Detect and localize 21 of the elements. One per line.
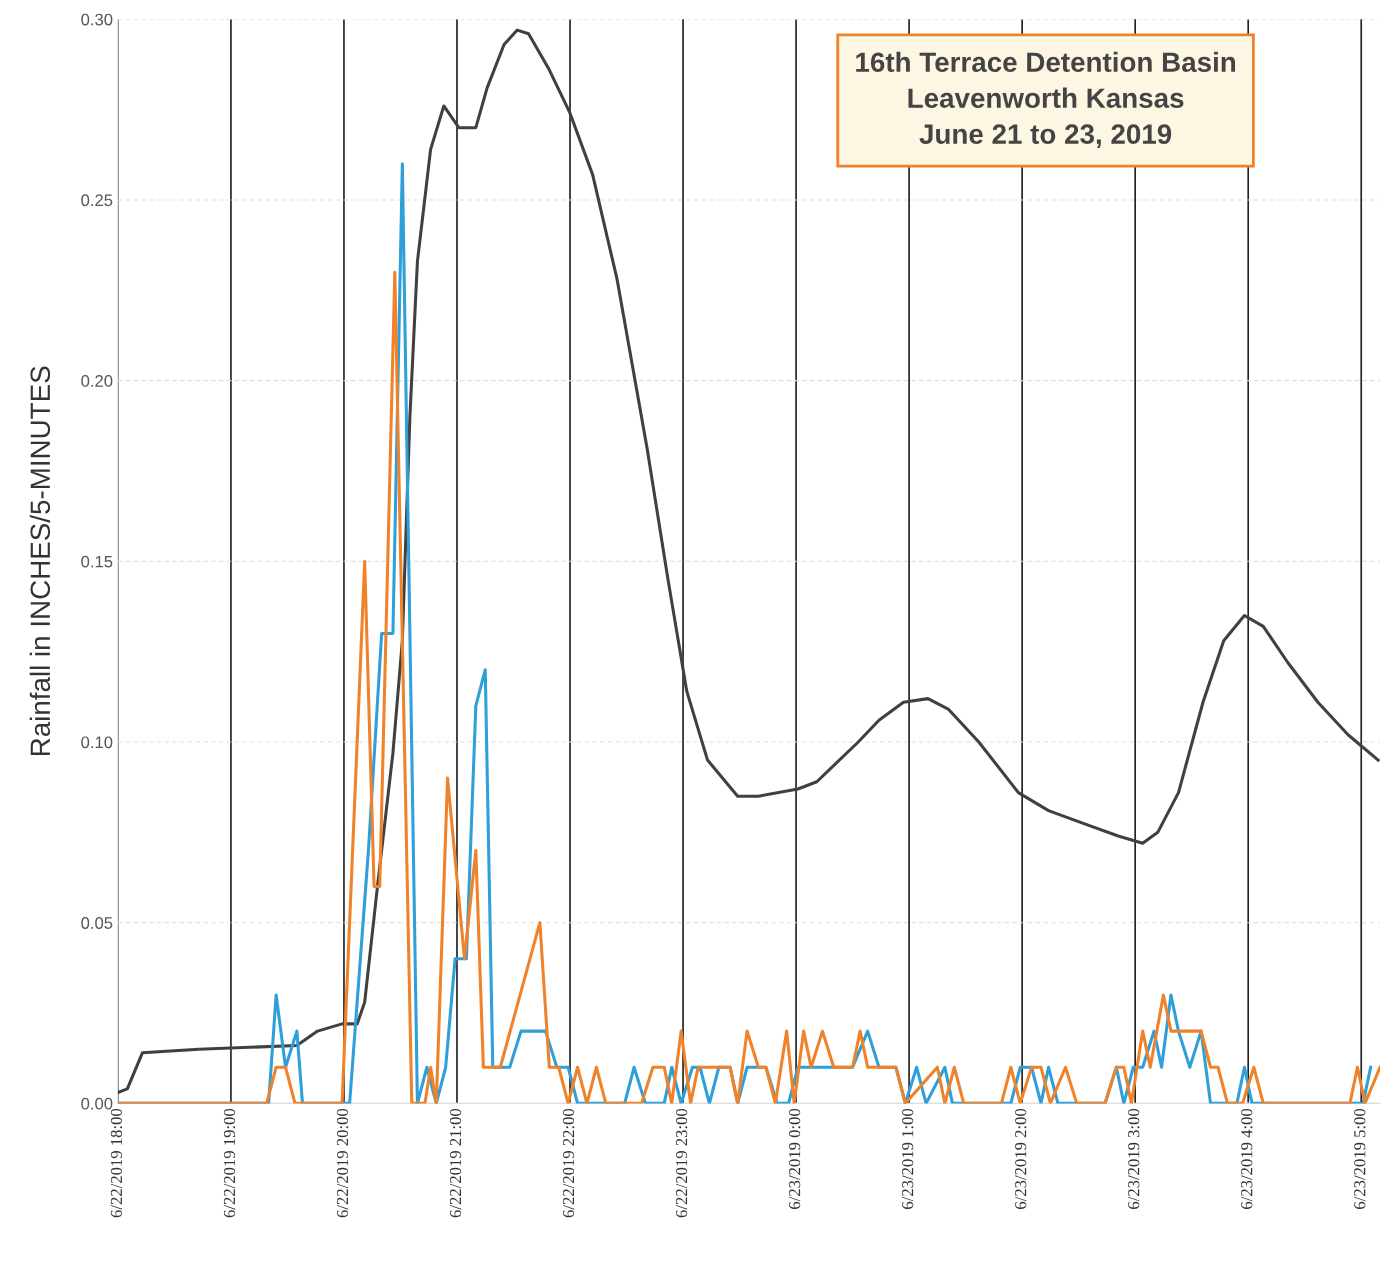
x-tick-label: 6/23/2019 4:00 — [1241, 1108, 1253, 1209]
y-tick-label: 0.10 — [81, 736, 113, 749]
x-tick-label: 6/23/2019 2:00 — [1015, 1108, 1027, 1209]
x-tick-label: 6/23/2019 1:00 — [902, 1108, 914, 1209]
y-tick-label: 0.20 — [81, 375, 113, 387]
x-tick-label: 6/22/2019 18:00 — [110, 1108, 123, 1218]
y-axis-title: Rainfall in INCHES/5-MINUTES — [29, 366, 51, 756]
y-tick-label: 0.00 — [81, 1097, 113, 1110]
y-tick-label: 0.30 — [81, 13, 113, 26]
x-tick-label: 6/23/2019 5:00 — [1354, 1108, 1366, 1209]
text: 16th Terrace Detention Basin Leavenworth Kansas June 21 to 23, 2019 — [856, 51, 1236, 148]
x-tick-label: 6/22/2019 20:00 — [336, 1108, 349, 1218]
x-tick-label: 6/23/2019 0:00 — [789, 1108, 801, 1209]
x-tick-label: 6/22/2019 22:00 — [562, 1108, 575, 1218]
y-tick-label: 0.15 — [81, 555, 113, 568]
x-tick-label: 6/23/2019 3:00 — [1128, 1108, 1140, 1209]
x-tick-label: 6/22/2019 19:00 — [223, 1108, 236, 1218]
y-tick-label: 0.25 — [81, 194, 113, 207]
y-tick-label: 0.05 — [81, 917, 113, 929]
x-tick-label: 6/22/2019 21:00 — [449, 1108, 462, 1218]
x-tick-label: 6/22/2019 23:00 — [675, 1108, 688, 1218]
